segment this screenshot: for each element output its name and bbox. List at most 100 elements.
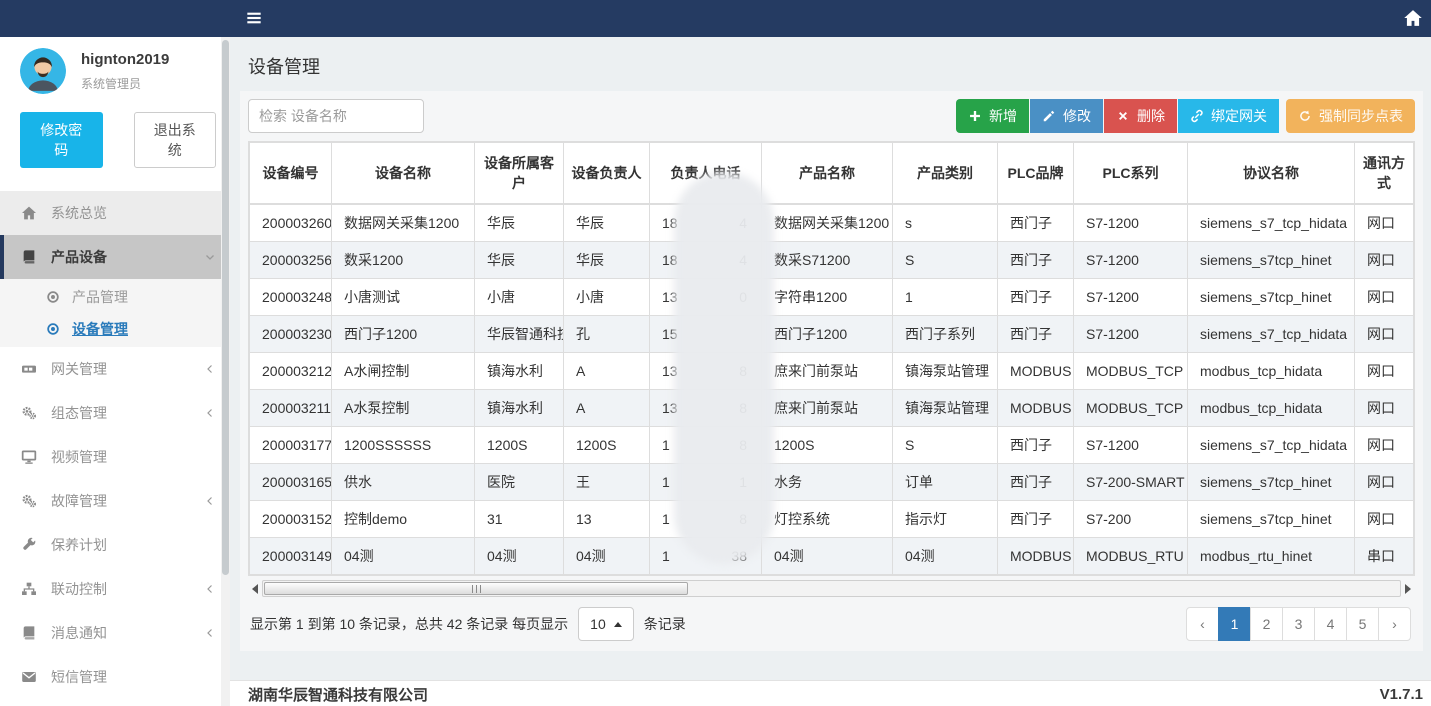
sidebar-item-space-mgmt[interactable]: 空间管理 [0,699,230,706]
phone-right-fragment: 8 [739,511,747,527]
cell-protocol: siemens_s7tcp_hinet [1187,463,1355,501]
page-title: 设备管理 [248,57,320,77]
scroll-right-arrow-icon[interactable] [1401,580,1415,597]
cell-customer: 04测 [474,537,564,575]
main-content: 设备管理 新增 修改 删除 绑定网关 强制同步点表 设备编号设备名称设备所属客户设备负责… [230,37,1431,706]
hamburger-icon[interactable] [246,9,262,27]
page-button-2[interactable]: 2 [1250,607,1283,641]
table-row[interactable]: 200003248 小唐测试 小唐 小唐 13 0 字符串1200 1 西门子 S7-1200 si… [249,278,1414,316]
table-row[interactable]: 200003165 供水 医院王 1 1 水务 订单 西门子 S7-200-SMART sieme… [249,463,1414,501]
cell-no: 200003152 [249,500,332,538]
cell-plc_series: S7-1200 [1073,278,1188,316]
cell-plc_brand: 西门子 [997,500,1074,538]
sidebar-item-sms-mgmt[interactable]: 短信管理 [0,655,230,699]
table-row[interactable]: 200003256 数采1200 华辰 华辰 18 4 数采S71200 S 西门子 S7-120… [249,241,1414,279]
column-header-protocol: 协议名称 [1187,142,1355,205]
search-input[interactable] [248,99,424,133]
force-sync-button[interactable]: 强制同步点表 [1286,99,1415,133]
sidebar-item-fault-mgmt[interactable]: 故障管理 [0,479,230,523]
table-row[interactable]: 200003230 西门子1200 华辰智通科技孔 15 西门子1200 西门子系列 西门子… [249,315,1414,353]
cell-plc_brand: 西门子 [997,426,1074,464]
book-icon [21,249,37,265]
cell-name: 数据网关采集1200 [331,203,475,242]
sidebar-item-label: 产品设备 [51,249,107,265]
sidebar-item-video-mgmt[interactable]: 视频管理 [0,435,230,479]
desktop-icon [21,449,37,465]
dot-circle-icon [46,322,60,336]
table-row[interactable]: 200003211 A水泵控制 镇海水利 A 13 8 庶来门前泵站 镇海泵站管理 MODBUS… [249,389,1414,427]
phone-fragments: 15 [662,326,747,342]
cell-customer: 华辰智通科技 [474,315,564,353]
cell-comm: 网口 [1354,241,1414,279]
cell-product: 西门子1200 [761,315,893,353]
cell-name: A水闸控制 [331,352,475,390]
bind-gateway-button[interactable]: 绑定网关 [1178,99,1279,133]
phone-right-fragment: 1 [739,474,747,490]
cell-comm: 网口 [1354,278,1414,316]
submenu-product-device: 产品管理设备管理 [0,279,230,347]
column-header-category: 产品类别 [892,142,998,205]
phone-left-fragment: 13 [662,363,678,379]
scroll-left-arrow-icon[interactable] [248,580,262,597]
cell-phone: 1 38 [649,537,762,575]
prev-page-button[interactable]: ‹ [1186,607,1219,641]
phone-left-fragment: 1 [662,437,670,453]
page-button-1[interactable]: 1 [1218,607,1251,641]
sidebar-subitem-device-mgmt[interactable]: 设备管理 [0,313,230,345]
user-name: hignton2019 [81,51,170,68]
sidebar-item-product-device[interactable]: 产品设备 [0,235,230,279]
cell-owner: 1200S [563,426,650,464]
next-page-button[interactable]: › [1378,607,1411,641]
page-button-4[interactable]: 4 [1314,607,1347,641]
sidebar-item-message-notify[interactable]: 消息通知 [0,611,230,655]
cell-protocol: modbus_tcp_hidata [1187,389,1355,427]
sidebar-subitem-label: 设备管理 [72,321,128,337]
delete-button[interactable]: 删除 [1104,99,1177,133]
sidebar-scrollbar-thumb[interactable] [222,40,229,575]
table-row[interactable]: 200003212 A水闸控制 镇海水利 A 13 8 庶来门前泵站 镇海泵站管理 MODBUS… [249,352,1414,390]
sidebar-scrollbar[interactable] [221,37,230,706]
edit-button[interactable]: 修改 [1030,99,1103,133]
sidebar-item-maintenance-plan[interactable]: 保养计划 [0,523,230,567]
home-icon[interactable] [1403,8,1423,28]
phone-right-fragment: 38 [731,548,747,564]
change-password-button[interactable]: 修改密码 [20,112,103,168]
table-row[interactable]: 200003260 数据网关采集1200 华辰 华辰 18 4 数据网关采集1200 s 西门子… [249,203,1414,242]
cell-product: 庶来门前泵站 [761,389,893,427]
logout-button[interactable]: 退出系统 [133,112,216,168]
cell-comm: 网口 [1354,463,1414,501]
horizontal-scrollbar-thumb[interactable] [264,582,688,595]
cell-category: S [892,426,998,464]
sidebar-item-gateway-mgmt[interactable]: 网关管理 [0,347,230,391]
cell-category: 镇海泵站管理 [892,352,998,390]
page-button-5[interactable]: 5 [1346,607,1379,641]
page-button-3[interactable]: 3 [1282,607,1315,641]
phone-left-fragment: 18 [662,252,678,268]
phone-fragments: 13 8 [662,400,747,416]
table-row[interactable]: 200003149 04测 04测 04测 1 38 04测 04测 MODBUS MODBUS_… [249,537,1414,575]
cell-plc_brand: 西门子 [997,203,1074,242]
sidebar-subitem-product-mgmt[interactable]: 产品管理 [0,281,230,313]
horizontal-scrollbar-track[interactable] [262,580,1401,597]
sidebar-item-scada-mgmt[interactable]: 组态管理 [0,391,230,435]
table-row[interactable]: 200003177 1200SSSSSS 1200S 1200S 1 8 1200S S 西门子… [249,426,1414,464]
sidebar-item-linkage-control[interactable]: 联动控制 [0,567,230,611]
cell-category: 镇海泵站管理 [892,389,998,427]
cell-phone: 18 4 [649,203,762,242]
cell-plc_series: S7-1200 [1073,426,1188,464]
cell-name: 1200SSSSSS [331,426,475,464]
sidebar-item-overview[interactable]: 系统总览 [0,191,230,235]
table-row[interactable]: 200003152 控制demo 31 13 1 8 灯控系统 指示灯 西门子 S7-200 sie… [249,500,1414,538]
cell-product: 1200S [761,426,893,464]
cell-protocol: siemens_s7tcp_hinet [1187,241,1355,279]
pagination: ‹ 1 2 3 4 5 › [1186,607,1411,641]
cell-comm: 网口 [1354,352,1414,390]
sidebar-item-label: 故障管理 [51,493,107,509]
wrench-icon [21,537,37,553]
page-size-select[interactable]: 10 [578,607,634,641]
chevron-left-icon [204,627,216,639]
add-button[interactable]: 新增 [956,99,1029,133]
